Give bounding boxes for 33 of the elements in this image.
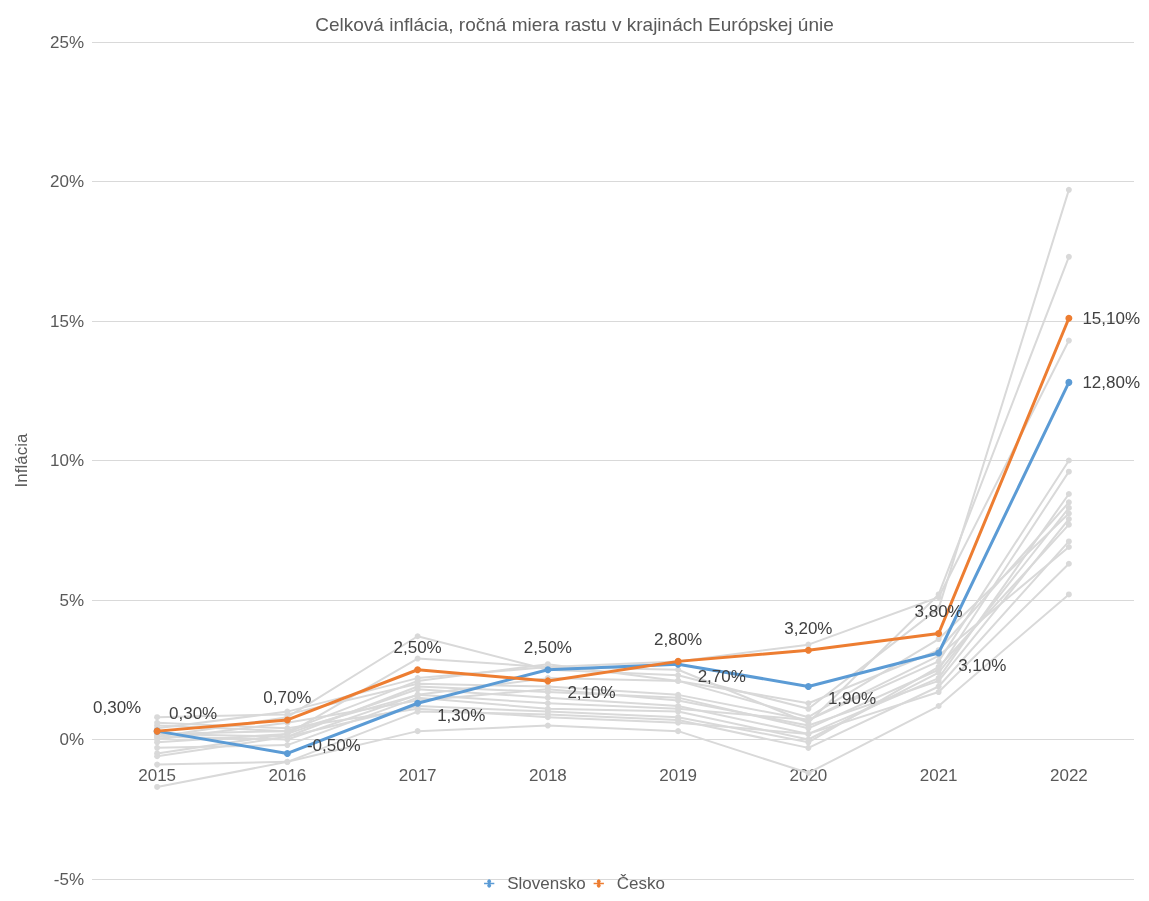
x-tick-label: 2021 [919,766,958,785]
y-tick-label: 0% [59,730,84,749]
data-label: -0,50% [306,735,361,755]
x-tick-label: 2016 [268,766,307,785]
legend-label: Slovensko [507,874,586,893]
x-tick-label: 2015 [138,766,177,785]
y-tick-label: 15% [49,311,84,331]
data-label: 2,10% [567,683,616,703]
data-label: 1,90% [827,688,877,708]
chart-title: Celková inflácia, ročná miera rastu v krajinách Európskej únie [315,14,834,35]
data-label: 3,20% [784,618,833,638]
data-label: 2,50% [393,638,442,658]
data-label: 12,80% [1082,372,1141,392]
y-tick-label: 5% [59,590,84,610]
data-label: 0,30% [93,697,142,717]
y-tick-label: 20% [49,172,84,191]
data-label: 3,10% [958,655,1007,675]
y-tick-label: -5% [53,869,84,889]
y-tick-label: 10% [49,451,84,470]
x-tick-label: 2018 [528,766,567,785]
data-label: 0,70% [263,688,312,708]
data-label: 2,50% [523,638,572,658]
data-label: 15,10% [1082,308,1141,328]
data-label: 2,70% [697,666,746,686]
y-tick-label: 25% [49,32,84,52]
legend-label: Česko [616,874,665,893]
x-tick-label: 2022 [1049,766,1088,785]
data-label: 0,30% [169,703,218,723]
data-label: 1,30% [437,705,486,725]
x-tick-label: 2017 [398,766,437,785]
data-label: 2,80% [654,629,703,649]
y-axis-title: Inflácia [12,433,31,488]
x-tick-label: 2019 [659,766,698,785]
